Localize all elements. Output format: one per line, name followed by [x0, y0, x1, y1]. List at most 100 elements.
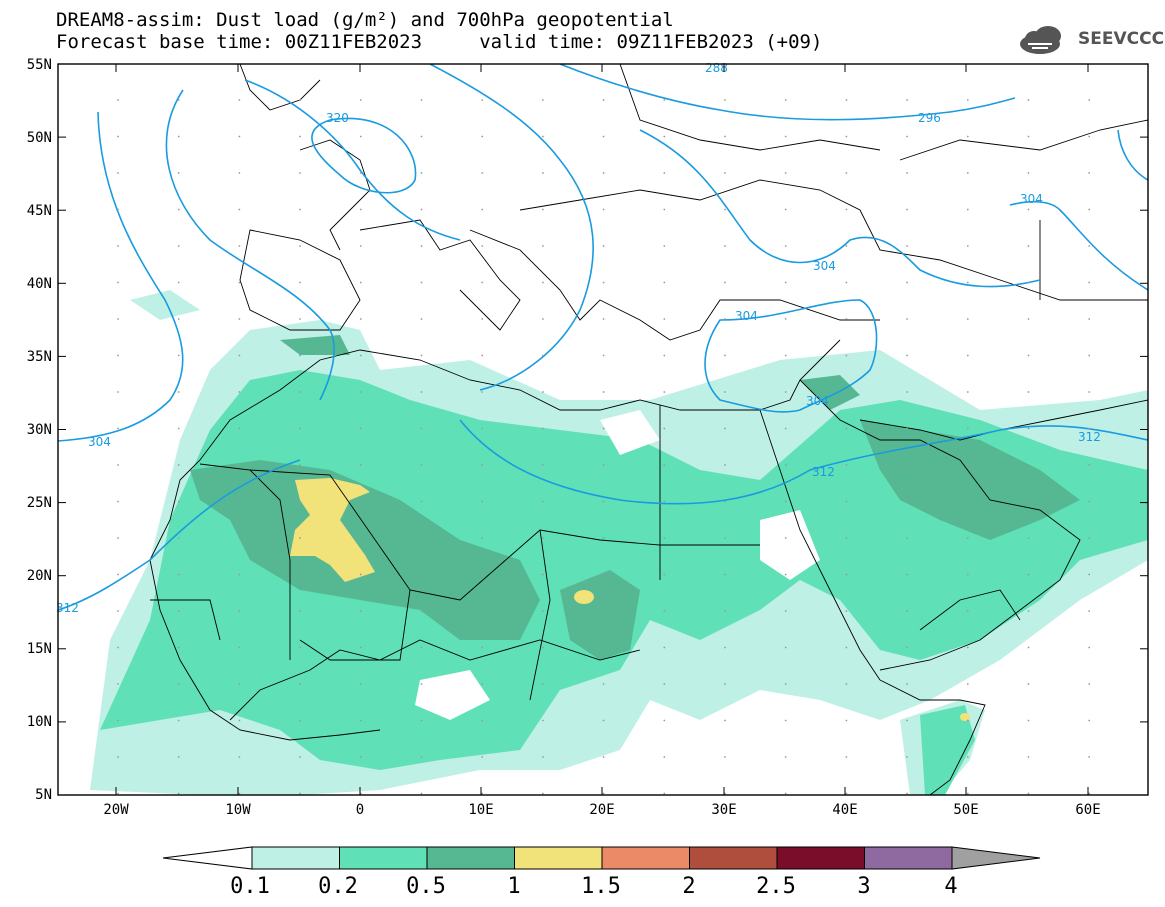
grid-dot: [542, 719, 544, 722]
grid-dot: [420, 646, 423, 649]
grid-dot: [966, 208, 969, 211]
lat-label: 10N: [27, 714, 52, 730]
grid-dot: [117, 318, 119, 320]
grid-dot: [238, 135, 241, 138]
grid-dot: [359, 172, 362, 174]
grid-dot: [238, 610, 241, 612]
grid-dot: [663, 683, 666, 685]
grid-dot: [1088, 135, 1091, 138]
grid-dot: [724, 719, 726, 722]
grid-dot: [724, 792, 726, 795]
grid-dot: [845, 500, 848, 503]
grid-dot: [724, 464, 726, 466]
grid-dot: [602, 537, 605, 539]
grid-dot: [724, 281, 726, 284]
grid-dot: [542, 756, 544, 758]
dust-shading: [58, 64, 1148, 795]
grid-dot: [966, 245, 969, 247]
grid-dot: [420, 208, 423, 211]
grid-dot: [724, 391, 726, 393]
grid-dot: [359, 610, 362, 612]
grid-dot: [966, 354, 969, 357]
grid-dot: [1088, 646, 1091, 649]
grid-dot: [966, 683, 969, 685]
grid-dot: [966, 756, 969, 758]
grid-dot: [117, 756, 119, 758]
lat-label: 35N: [27, 349, 52, 365]
grid-dot: [177, 318, 180, 320]
grid-dot: [1088, 354, 1091, 357]
grid-dot: [542, 573, 544, 576]
grid-dot: [359, 135, 362, 138]
grid-dot: [359, 573, 362, 576]
colorbar: 0.1 0.2 0.5 1 1.5 2 2.5 3 4: [162, 846, 1041, 899]
grid-dot: [481, 683, 484, 685]
grid-dot: [481, 646, 484, 649]
grid-dot: [420, 245, 423, 247]
grid-dot: [299, 573, 301, 576]
grid-dot: [784, 500, 787, 503]
grid-dot: [663, 792, 666, 795]
grid-dot: [299, 99, 301, 101]
grid-dot: [238, 318, 241, 320]
grid-dot: [724, 208, 726, 211]
grid-dot: [1088, 99, 1091, 101]
grid-dot: [724, 99, 726, 101]
grid-dot: [602, 756, 605, 758]
grid-dot: [1027, 172, 1030, 174]
grid-dot: [359, 391, 362, 393]
grid-dot: [784, 464, 787, 466]
grid-dot: [784, 208, 787, 211]
grid-dot: [177, 427, 180, 430]
grid-dot: [542, 281, 544, 284]
grid-dot: [238, 281, 241, 284]
grid-dot: [784, 719, 787, 722]
grid-dot: [602, 573, 605, 576]
grid-dot: [542, 427, 544, 430]
grid-dot: [845, 610, 848, 612]
grid-dot: [906, 464, 908, 466]
grid-dot: [784, 391, 787, 393]
grid-dot: [542, 792, 544, 795]
grid-dot: [238, 719, 241, 722]
grid-dot: [238, 646, 241, 649]
grid-dot: [420, 281, 423, 284]
grid-dot: [663, 464, 666, 466]
grid-dot: [966, 573, 969, 576]
grid-dot: [238, 683, 241, 685]
grid-dot: [542, 245, 544, 247]
grid-dot: [420, 464, 423, 466]
grid-dot: [724, 646, 726, 649]
grid-dot: [420, 756, 423, 758]
grid-dot: [1027, 683, 1030, 685]
lon-label: 60E: [1075, 802, 1100, 818]
lat-label: 5N: [35, 787, 52, 803]
grid-dot: [602, 172, 605, 174]
lat-label: 20N: [27, 568, 52, 584]
grid-dot: [177, 646, 180, 649]
grid-dot: [542, 318, 544, 320]
grid-dot: [784, 172, 787, 174]
grid-dot: [1088, 683, 1091, 685]
grid-dot: [117, 354, 119, 357]
grid-dot: [542, 683, 544, 685]
colorbar-label: 1: [507, 874, 520, 899]
colorbar-label: 0.1: [230, 874, 270, 899]
grid-dot: [906, 427, 908, 430]
grid-dot: [845, 537, 848, 539]
grid-dot: [481, 208, 484, 211]
grid-dot: [420, 537, 423, 539]
grid-dot: [845, 318, 848, 320]
lon-label: 30E: [711, 802, 736, 818]
grid-dot: [542, 537, 544, 539]
grid-dot: [1088, 391, 1091, 393]
grid-dot: [299, 719, 301, 722]
grid-dot: [177, 537, 180, 539]
grid-dot: [117, 792, 119, 795]
grid-dot: [117, 427, 119, 430]
grid-dot: [1088, 537, 1091, 539]
grid-dot: [420, 172, 423, 174]
grid-dot: [784, 318, 787, 320]
grid-dot: [117, 646, 119, 649]
grid-dot: [966, 610, 969, 612]
